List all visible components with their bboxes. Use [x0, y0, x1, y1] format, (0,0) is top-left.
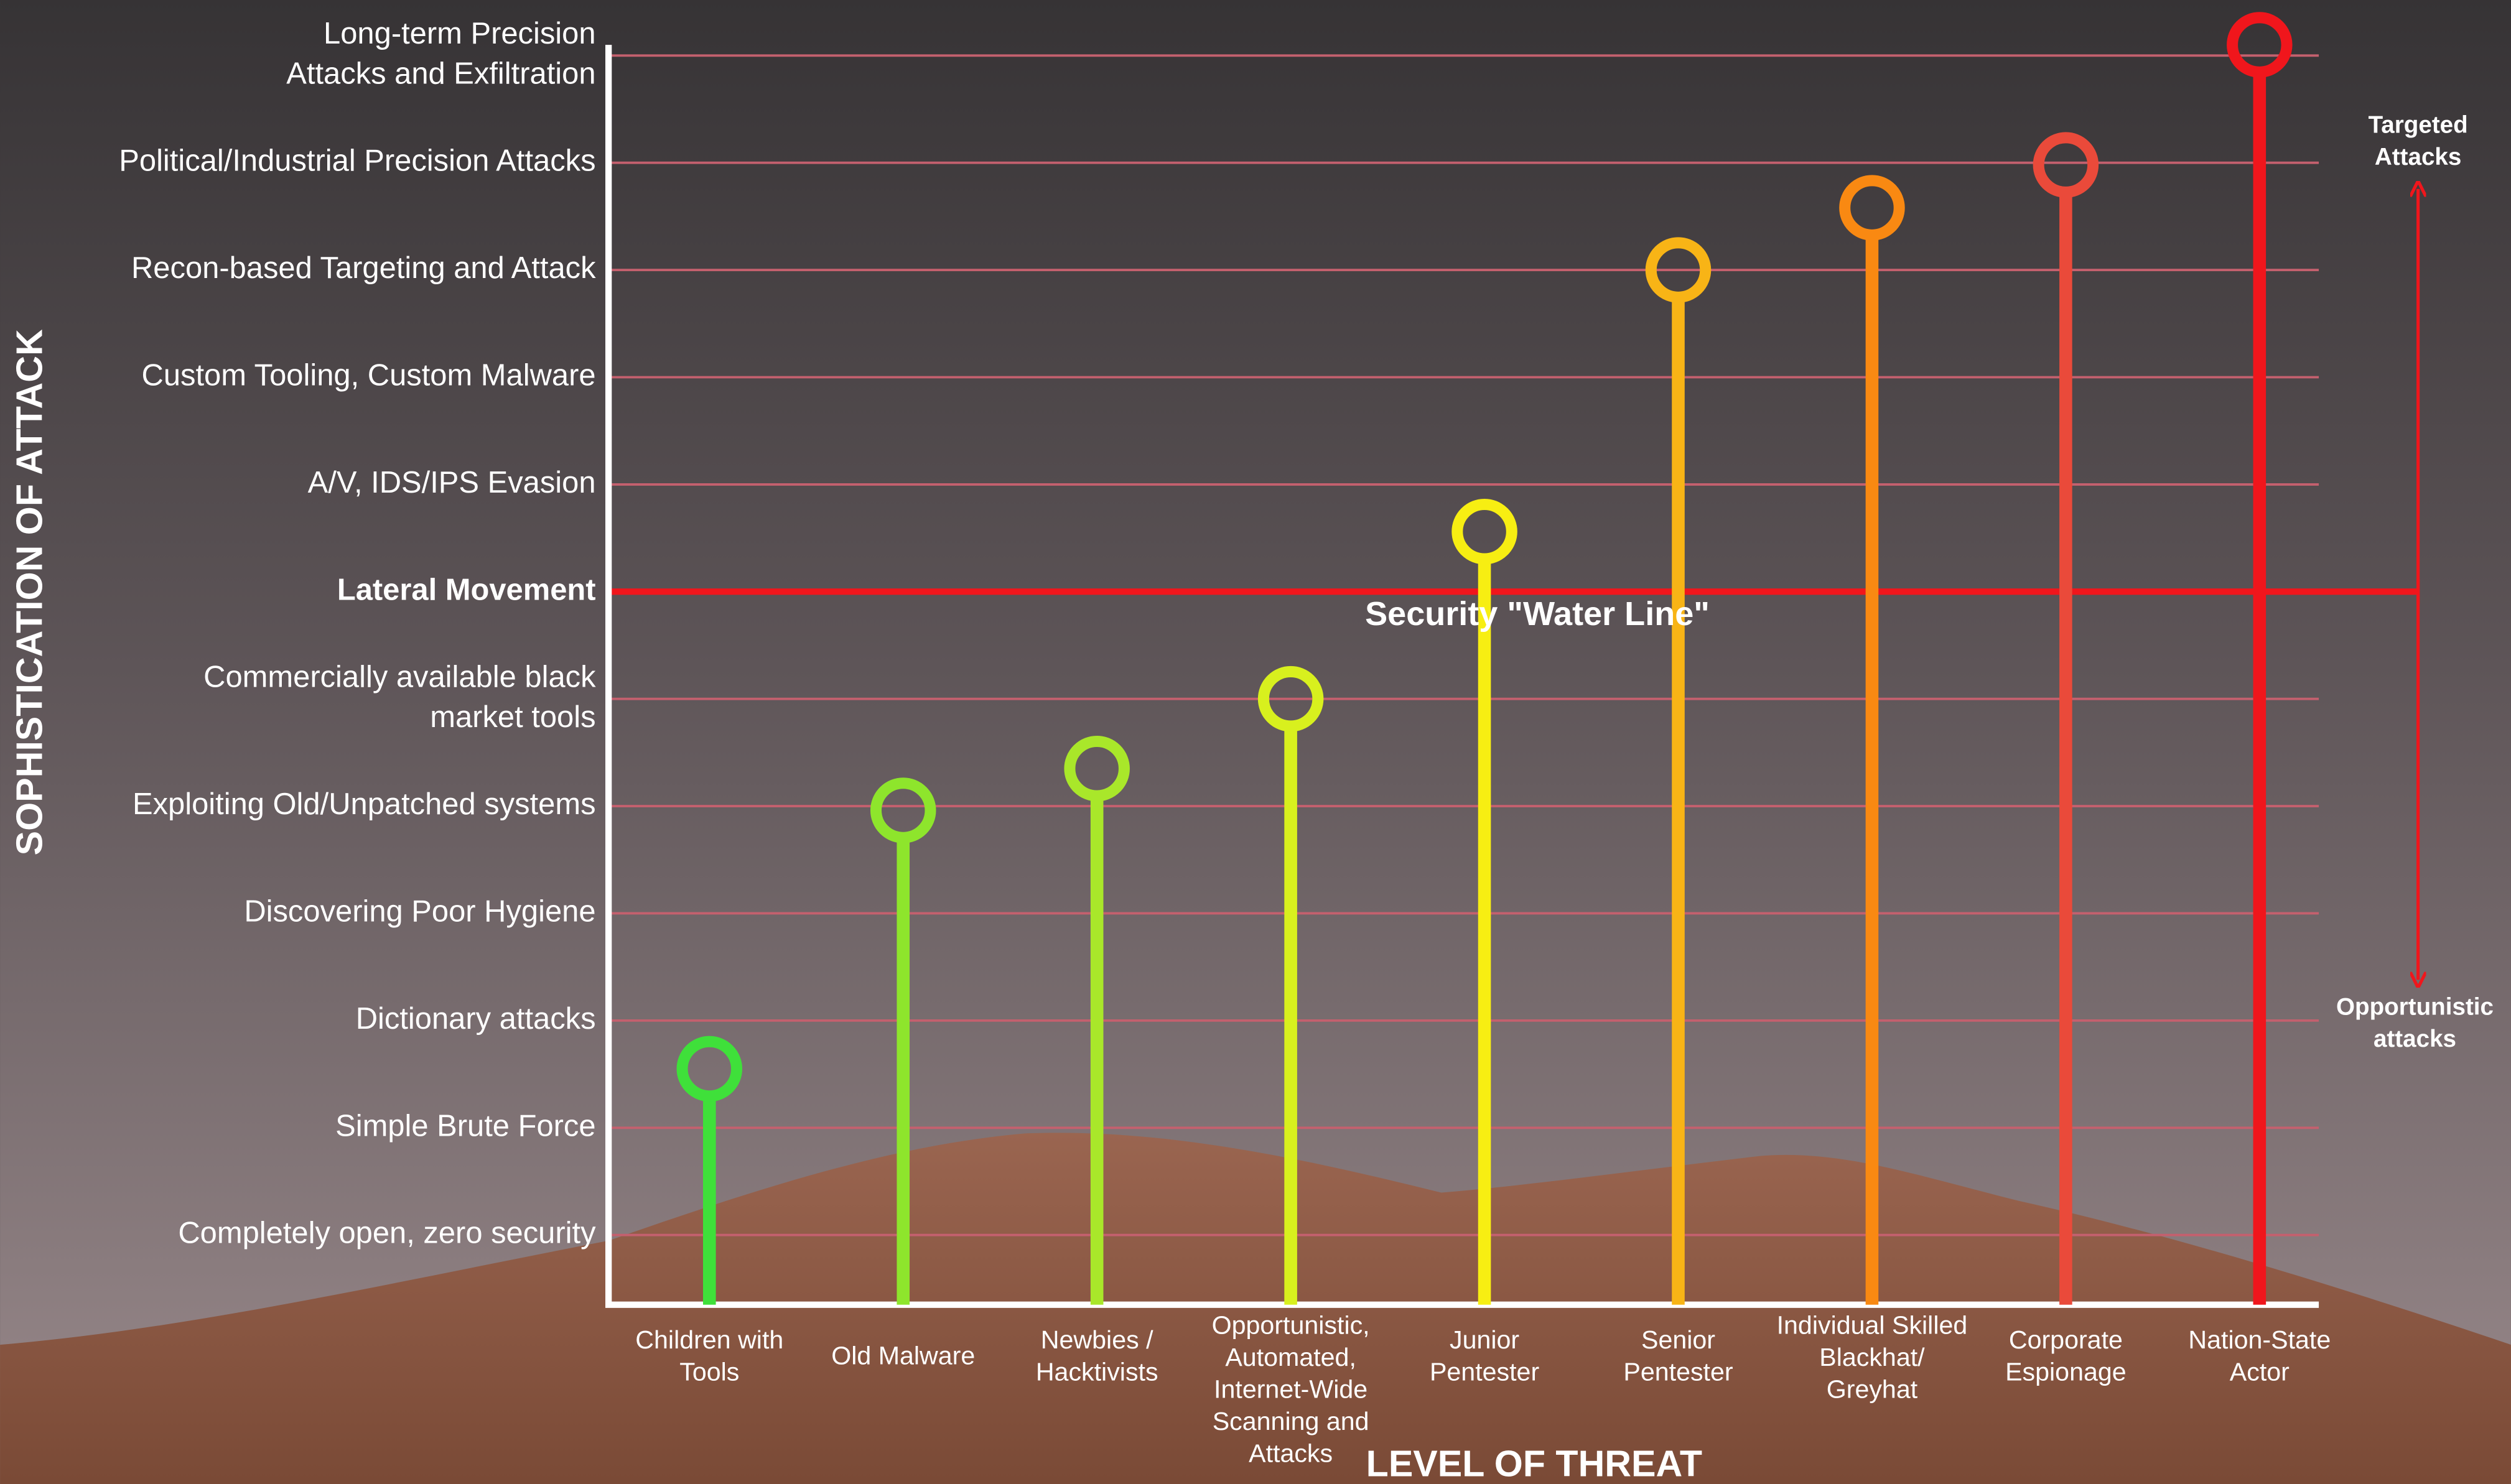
lollipop-head [676, 1036, 743, 1102]
lollipop-head [2033, 132, 2099, 198]
water-line-label: Security "Water Line" [1365, 595, 1710, 633]
lollipop-head [1839, 175, 1905, 241]
y-tick-label: Political/Industrial Precision Attacks [119, 144, 595, 178]
y-tick-label: Simple Brute Force [335, 1109, 595, 1143]
y-tick-label: Completely open, zero security [178, 1217, 596, 1250]
range-label-top: Targeted Attacks [2369, 112, 2468, 170]
lollipop-head [870, 777, 936, 843]
x-tick-label: Nation-State Actor [2188, 1325, 2331, 1386]
lollipop-head [1645, 237, 1712, 303]
x-tick-label: Newbies / Hacktivists [1036, 1325, 1158, 1386]
x-tick-label: Opportunistic, Automated, Internet-Wide Sca… [1212, 1311, 1370, 1468]
y-tick-label: Exploiting Old/Unpatched systems [133, 787, 596, 821]
lollipop-head [1451, 498, 1517, 565]
y-tick-label: Discovering Poor Hygiene [244, 894, 595, 928]
y-tick-label: Custom Tooling, Custom Malware [142, 358, 596, 392]
y-tick-label: Recon-based Targeting and Attack [131, 251, 596, 285]
lollipop-head [2227, 12, 2293, 78]
x-tick-label: Junior Pentester [1430, 1325, 1540, 1386]
y-tick-label: Long-term Precision Attacks and Exfiltrat… [286, 17, 595, 90]
y-tick-label: Commercially available black market tools [203, 660, 596, 733]
lollipop-head [1064, 735, 1130, 802]
range-label-bottom: Opportunistic attacks [2336, 994, 2494, 1052]
axes [605, 45, 2319, 1308]
y-tick-label: Lateral Movement [337, 573, 596, 606]
x-tick-label: Individual Skilled Blackhat/Greyhat [1777, 1311, 1968, 1404]
y-tick-label: A/V, IDS/IPS Evasion [308, 466, 596, 499]
y-axis-title: SOPHISTICATION OF ATTACK [8, 329, 50, 855]
x-tick-label: Children with Tools [635, 1325, 783, 1386]
y-tick-label: Dictionary attacks [356, 1002, 596, 1036]
mountain [0, 1133, 2511, 1484]
x-tick-label: Old Malware [831, 1342, 975, 1370]
x-tick-label: Senior Pentester [1623, 1325, 1733, 1386]
x-tick-label: Corporate Espionage [2005, 1325, 2127, 1386]
lollipop-head [1257, 665, 1324, 732]
x-axis-title: LEVEL OF THREAT [1366, 1442, 1702, 1484]
